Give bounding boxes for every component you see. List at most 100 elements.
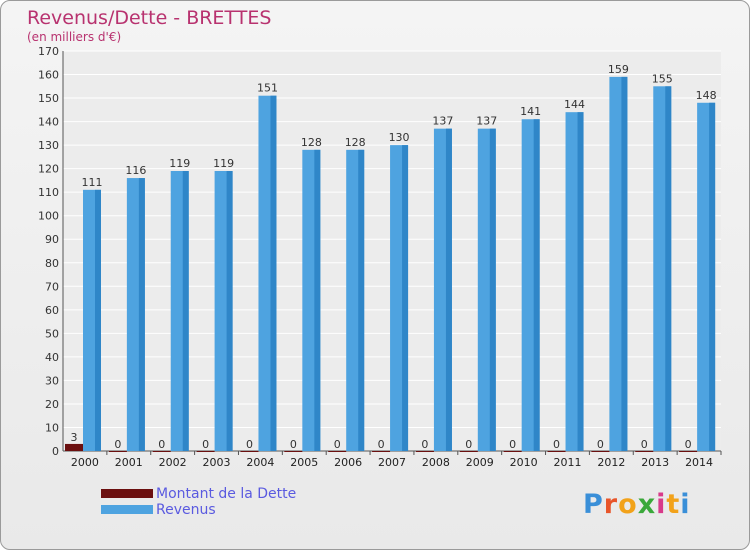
data-label-revenus: 137 [476,115,497,128]
logo-letter: x [637,489,657,520]
bar-revenus-shade [533,119,540,451]
bar-dette [284,451,303,452]
x-tick-label: 2012 [597,456,625,469]
data-label-revenus: 137 [432,115,453,128]
y-tick-label: 150 [38,92,59,105]
data-label-dette: 0 [597,438,604,451]
bar-dette [152,451,171,452]
bar-revenus-shade [402,145,409,451]
bar-dette [328,451,347,452]
y-tick-label: 170 [38,45,59,58]
y-tick-label: 120 [38,163,59,176]
x-tick-label: 2006 [334,456,362,469]
data-label-revenus: 159 [608,63,629,76]
bar-dette [108,451,127,452]
bar-dette [547,451,566,452]
bar-revenus-shade [577,112,584,452]
bar-revenus-shade [226,171,233,451]
y-tick-label: 90 [45,233,59,246]
bar-revenus-shade [445,128,452,451]
x-tick-label: 2009 [466,456,494,469]
logo-letter: i [656,489,667,520]
data-label-dette: 0 [421,438,428,451]
bar-revenus-shade [665,86,672,451]
bar-revenus-shade [138,178,145,451]
data-label-dette: 0 [553,438,560,451]
bar-dette [240,451,259,452]
bar-revenus-shade [709,102,716,451]
data-label-revenus: 144 [564,98,585,111]
y-tick-label: 100 [38,210,59,223]
proxiti-logo: Proxiti [583,489,691,520]
bar-revenus-shade [489,128,496,451]
bar-revenus-shade [621,76,628,451]
y-tick-label: 160 [38,69,59,82]
x-tick-label: 2007 [378,456,406,469]
data-label-revenus: 119 [213,157,234,170]
bar-revenus-shade [270,95,277,452]
y-tick-label: 50 [45,327,59,340]
bar-dette [635,451,654,452]
logo-letter: P [583,489,604,520]
y-tick-label: 30 [45,374,59,387]
x-tick-label: 2004 [246,456,274,469]
legend-swatch-dette [101,489,153,498]
data-label-dette: 3 [71,431,78,444]
data-label-dette: 0 [202,438,209,451]
bar-dette [415,451,434,452]
data-label-dette: 0 [378,438,385,451]
x-tick-label: 2010 [510,456,538,469]
x-tick-label: 2002 [159,456,187,469]
data-label-revenus: 111 [82,176,103,189]
y-tick-label: 10 [45,421,59,434]
bar-dette [679,451,698,452]
bar-revenus-shade [358,149,365,451]
data-label-dette: 0 [465,438,472,451]
x-tick-label: 2000 [71,456,99,469]
data-label-dette: 0 [290,438,297,451]
bar-dette [591,451,610,452]
data-label-revenus: 148 [696,89,717,102]
legend-label-dette: Montant de la Dette [156,486,297,502]
data-label-dette: 0 [641,438,648,451]
x-tick-label: 2005 [290,456,318,469]
x-tick-label: 2003 [203,456,231,469]
data-label-dette: 0 [246,438,253,451]
x-tick-label: 2013 [641,456,669,469]
y-tick-label: 40 [45,351,59,364]
data-label-dette: 0 [685,438,692,451]
data-label-revenus: 116 [125,164,146,177]
logo-letter: t [666,489,681,520]
chart-title: Revenus/Dette - BRETTES [27,7,272,29]
y-tick-label: 130 [38,139,59,152]
y-tick-label: 80 [45,257,59,270]
bar-dette [503,451,522,452]
logo-letter: i [680,489,691,520]
data-label-revenus: 128 [345,136,366,149]
logo-letter: r [603,489,619,520]
data-label-dette: 0 [334,438,341,451]
bar-dette [65,443,83,451]
y-tick-label: 0 [52,445,59,458]
x-tick-label: 2014 [685,456,713,469]
data-label-revenus: 141 [520,105,541,118]
y-tick-label: 20 [45,398,59,411]
legend-swatch-revenus [101,505,153,514]
bar-dette [196,451,215,452]
bar-revenus-shade [95,189,101,451]
bar-revenus-shade [182,171,189,451]
y-tick-label: 70 [45,280,59,293]
legend-label-revenus: Revenus [156,502,216,518]
x-tick-label: 2001 [115,456,143,469]
y-tick-label: 140 [38,116,59,129]
data-label-dette: 0 [158,438,165,451]
bar-dette [459,451,478,452]
y-tick-label: 60 [45,304,59,317]
data-label-revenus: 119 [169,157,190,170]
y-tick-label: 110 [38,186,59,199]
x-tick-label: 2008 [422,456,450,469]
x-tick-label: 2011 [553,456,581,469]
data-label-dette: 0 [114,438,121,451]
bar-revenus-shade [314,149,321,451]
